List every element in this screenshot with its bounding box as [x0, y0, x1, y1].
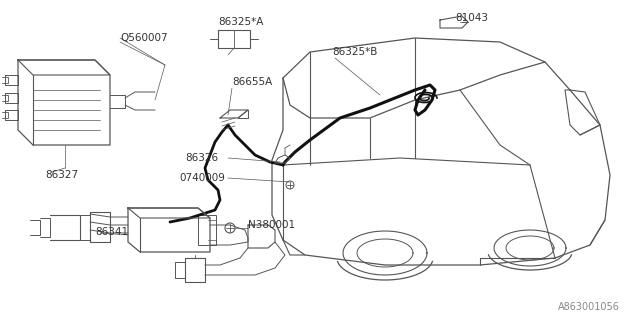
Bar: [218, 30, 250, 48]
Text: Q560007: Q560007: [120, 33, 168, 43]
Text: 86325*A: 86325*A: [218, 17, 264, 27]
Text: 86325*B: 86325*B: [332, 47, 378, 57]
Text: N380001: N380001: [248, 220, 295, 230]
Text: A863001056: A863001056: [558, 302, 620, 312]
Text: 86341: 86341: [95, 227, 128, 237]
Text: 86326: 86326: [185, 153, 218, 163]
Text: 86655A: 86655A: [232, 77, 272, 87]
Bar: [198, 215, 216, 245]
Text: 81043: 81043: [455, 13, 488, 23]
Text: 86327: 86327: [45, 170, 78, 180]
Text: 0740009: 0740009: [179, 173, 225, 183]
